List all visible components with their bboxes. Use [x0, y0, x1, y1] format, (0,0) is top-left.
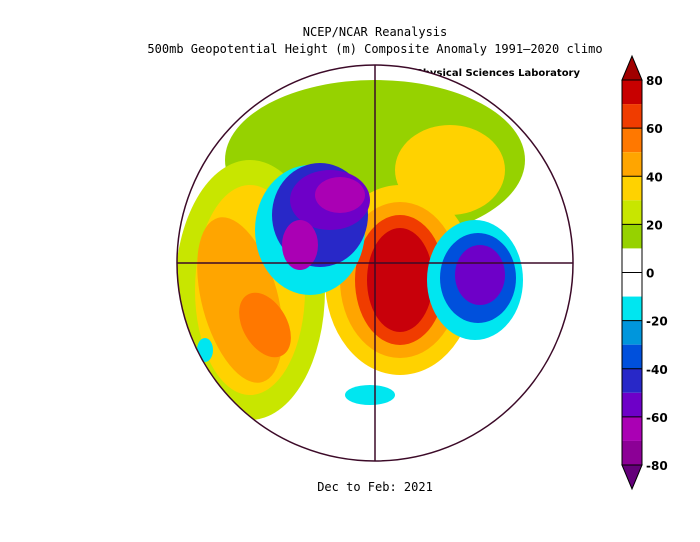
title-line: 500mb Geopotential Height (m) Composite …: [147, 42, 602, 56]
colorbar-band: [622, 368, 642, 393]
colorbar-tick-label: 80: [646, 74, 663, 88]
colorbar-band: [622, 200, 642, 225]
colorbar-band: [622, 176, 642, 201]
colorbar-tick-label: 0: [646, 267, 654, 281]
title-line: NCEP/NCAR Reanalysis: [303, 25, 448, 39]
colorbar-band: [622, 152, 642, 177]
colorbar-band: [622, 440, 642, 465]
map: [177, 65, 573, 461]
colorbar-band: [622, 272, 642, 297]
colorbar-band: [622, 80, 642, 105]
footer: Dec to Feb: 2021: [317, 480, 433, 494]
colorbar-band: [622, 248, 642, 273]
map-border: [176, 64, 574, 462]
colorbar-tick-label: -40: [646, 363, 668, 377]
colorbar-band: [622, 128, 642, 153]
colorbar-tick-label: 60: [646, 122, 663, 136]
colorbar-band: [622, 296, 642, 321]
colorbar-over: [621, 54, 643, 81]
colorbar-under: [621, 464, 643, 491]
colorbar-band: [622, 344, 642, 369]
colorbar-band: [622, 416, 642, 441]
colorbar-tick-label: -80: [646, 459, 668, 473]
colorbar-tick-label: 20: [646, 218, 663, 232]
colorbar-band: [622, 224, 642, 249]
credit: NOAA Physical Sciences Laboratory: [380, 68, 581, 79]
colorbar-band: [622, 392, 642, 417]
colorbar-tick-label: 40: [646, 170, 663, 184]
colorbar-tick-label: -20: [646, 315, 668, 329]
colorbar-band: [622, 320, 642, 345]
colorbar-tick-label: -60: [646, 411, 668, 425]
colorbar-band: [622, 104, 642, 129]
